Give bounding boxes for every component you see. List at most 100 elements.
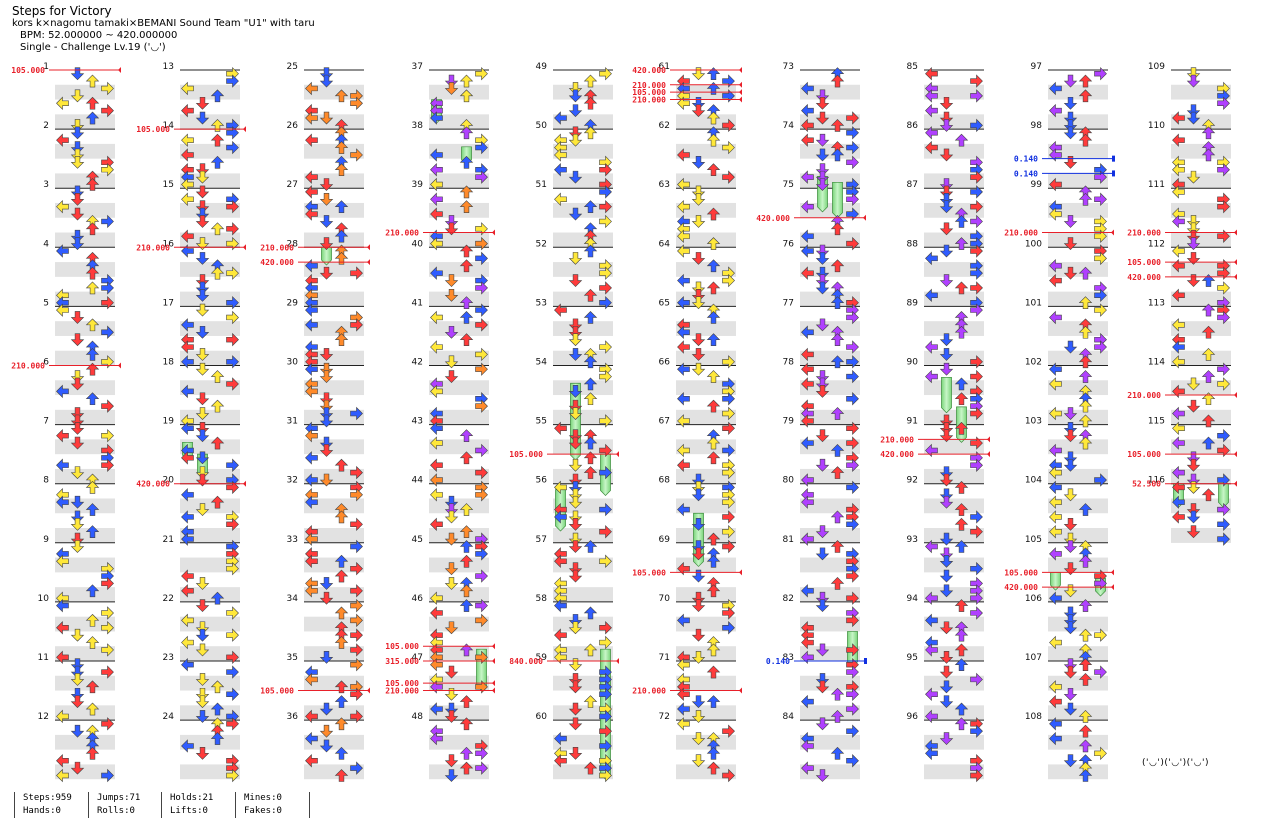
arrow-icon bbox=[430, 606, 443, 620]
arrow-icon bbox=[599, 739, 612, 753]
arrow-icon bbox=[475, 281, 488, 295]
bpm-marker-icon bbox=[243, 244, 246, 251]
beat-band bbox=[55, 262, 115, 277]
arrow-icon bbox=[226, 628, 239, 642]
beat-band bbox=[553, 646, 613, 661]
beat-band bbox=[180, 202, 240, 218]
bpm-marker-icon bbox=[492, 658, 495, 664]
arrow-icon bbox=[1201, 436, 1216, 450]
arrow-icon bbox=[1063, 606, 1078, 620]
measure-number: 20 bbox=[163, 476, 175, 486]
arrow-icon bbox=[444, 289, 459, 302]
measure-number: 28 bbox=[287, 239, 299, 249]
arrow-icon bbox=[706, 207, 721, 221]
arrow-icon bbox=[1049, 310, 1062, 325]
arrow-icon bbox=[85, 584, 100, 598]
arrow-icon bbox=[101, 295, 114, 310]
arrow-icon bbox=[350, 584, 363, 598]
arrow-icon bbox=[70, 540, 85, 553]
beat-band bbox=[924, 705, 984, 721]
beat-band bbox=[553, 616, 613, 632]
beat-band bbox=[1048, 646, 1108, 661]
arrow-icon bbox=[195, 303, 210, 317]
arrow-icon bbox=[691, 481, 706, 494]
arrow-icon bbox=[226, 199, 239, 214]
arrow-icon bbox=[830, 222, 845, 236]
arrow-icon bbox=[1078, 296, 1093, 310]
arrow-icon bbox=[677, 502, 690, 517]
arrow-icon bbox=[568, 473, 583, 487]
bpm-change-label: 420.000 bbox=[1004, 583, 1038, 592]
arrow-icon bbox=[56, 244, 69, 258]
beat-band bbox=[304, 587, 364, 602]
arrow-icon bbox=[568, 747, 583, 760]
arrow-icon bbox=[195, 643, 210, 657]
measure-number: 67 bbox=[659, 417, 670, 427]
arrow-icon bbox=[430, 192, 443, 207]
arrow-icon bbox=[677, 325, 690, 339]
beat-band bbox=[1171, 380, 1231, 396]
beat-band bbox=[553, 734, 613, 750]
arrow-icon bbox=[568, 717, 583, 731]
beat-band bbox=[55, 705, 115, 721]
stat-jumps: Jumps:71 bbox=[97, 793, 141, 803]
measure-column: 37 38 39 40 41 42 43 44 45 46 47 48 bbox=[412, 62, 489, 780]
arrow-icon bbox=[939, 185, 954, 199]
bpm-marker-icon bbox=[863, 214, 866, 221]
arrow-icon bbox=[815, 673, 830, 686]
bpm-marker-icon bbox=[739, 89, 742, 96]
arrow-icon bbox=[970, 369, 983, 384]
arrow-icon bbox=[195, 163, 210, 177]
arrow-icon bbox=[970, 672, 983, 687]
bpm-marker-icon bbox=[367, 687, 370, 694]
arrow-icon bbox=[1063, 340, 1078, 354]
beat-band bbox=[304, 380, 364, 396]
arrow-icon bbox=[475, 318, 488, 332]
arrow-icon bbox=[1094, 170, 1107, 184]
arrow-icon bbox=[970, 244, 983, 258]
arrow-icon bbox=[830, 444, 845, 457]
measure-number: 13 bbox=[163, 62, 174, 72]
arrow-icon bbox=[815, 148, 830, 162]
arrow-icon bbox=[430, 680, 443, 694]
arrow-icon bbox=[195, 170, 210, 184]
beat-band bbox=[55, 587, 115, 602]
arrow-icon bbox=[722, 89, 735, 103]
arrow-icon bbox=[939, 732, 954, 745]
bpm-change-label: 210.000 bbox=[1004, 229, 1038, 238]
arrow-icon bbox=[350, 761, 363, 775]
arrow-icon bbox=[691, 67, 706, 81]
arrow-icon bbox=[925, 746, 938, 761]
measure-column: 73 74 75 76 77 78 79 80 81 82 83 84 bbox=[783, 62, 860, 780]
beat-band bbox=[180, 705, 240, 721]
arrow-icon bbox=[691, 488, 706, 502]
beat-band bbox=[676, 321, 736, 336]
measure-number: 47 bbox=[412, 653, 423, 663]
arrow-icon bbox=[1186, 510, 1201, 524]
arrow-icon bbox=[568, 436, 583, 450]
arrow-icon bbox=[568, 82, 583, 95]
arrow-icon bbox=[226, 717, 239, 731]
arrow-icon bbox=[722, 606, 735, 620]
measure-number: 24 bbox=[163, 712, 175, 722]
arrow-icon bbox=[801, 635, 814, 650]
arrow-icon bbox=[677, 148, 690, 162]
arrow-icon bbox=[70, 370, 85, 384]
arrow-icon bbox=[1217, 362, 1230, 376]
arrow-icon bbox=[830, 355, 845, 369]
beat-band bbox=[1171, 291, 1231, 307]
beat-band bbox=[180, 84, 240, 100]
beat-band bbox=[676, 173, 736, 189]
beat-band bbox=[924, 321, 984, 336]
arrow-icon bbox=[210, 222, 225, 236]
measure-number: 4 bbox=[43, 239, 49, 249]
arrow-icon bbox=[691, 192, 706, 206]
beat-band bbox=[304, 84, 364, 100]
bpm-change-label: 420.000 bbox=[1127, 273, 1161, 282]
beat-band bbox=[429, 114, 489, 130]
beat-band bbox=[800, 528, 860, 543]
arrow-icon bbox=[1094, 473, 1107, 487]
arrow-icon bbox=[954, 480, 969, 494]
arrow-icon bbox=[226, 236, 239, 251]
arrow-icon bbox=[830, 466, 845, 479]
